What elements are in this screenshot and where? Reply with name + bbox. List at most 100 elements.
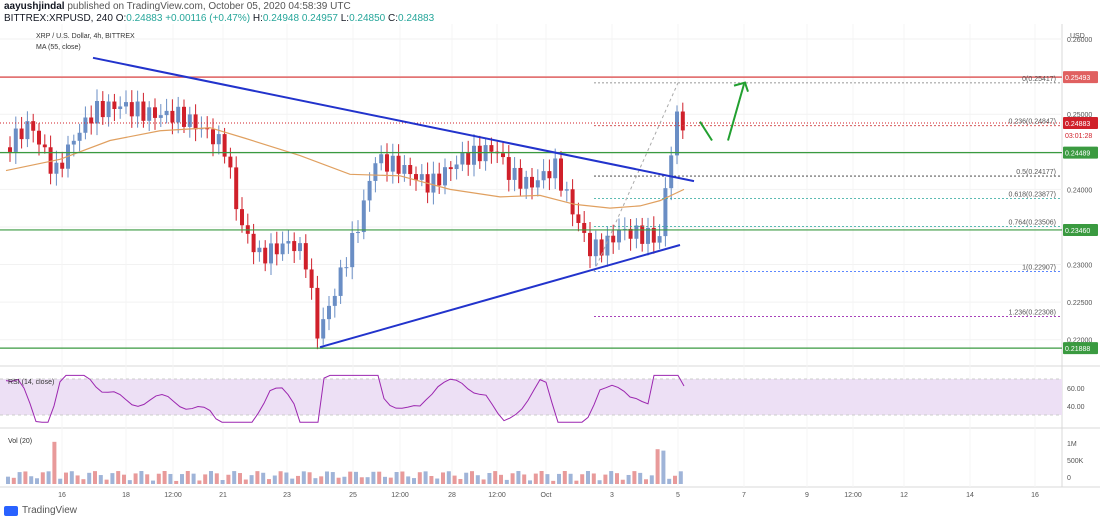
- fib-level-label: 0.236(0.24847): [1009, 119, 1056, 126]
- volume-bar: [98, 475, 103, 484]
- volume-bar: [597, 480, 602, 484]
- currency-label: USD: [1070, 33, 1085, 40]
- resistance-badge: 0.25493: [1065, 75, 1090, 82]
- candle-body: [356, 232, 360, 234]
- candle-body: [373, 163, 378, 181]
- candle-body: [680, 111, 685, 131]
- ohlc-line: BITTREX:XRPUSD, 240 O:0.24883 +0.00116 (…: [4, 13, 435, 24]
- candle-body: [379, 154, 384, 164]
- volume-bar: [522, 474, 527, 484]
- y-tick-label: 0.23000: [1067, 263, 1092, 270]
- volume-bar: [267, 479, 271, 484]
- volume-bar: [638, 472, 643, 484]
- publish-line: aayushjindal published on TradingView.co…: [4, 1, 351, 12]
- volume-bar: [626, 474, 631, 484]
- volume-bar: [354, 471, 358, 484]
- volume-bar: [615, 473, 619, 484]
- candle-body: [240, 209, 244, 226]
- candle-body: [182, 106, 186, 127]
- fib-level-label: 0.764(0.23506): [1009, 219, 1056, 226]
- footer-brand[interactable]: TradingView: [22, 505, 78, 516]
- y-tick-label: 0.22000: [1067, 338, 1092, 345]
- y-tick-label: 0.25000: [1067, 112, 1092, 119]
- x-tick-label: Oct: [541, 492, 552, 499]
- candle-body: [228, 156, 233, 168]
- volume-bar: [377, 471, 382, 484]
- candle-body: [135, 101, 140, 117]
- volume-bar: [307, 472, 312, 484]
- candle-body: [77, 132, 82, 141]
- volume-bar: [388, 477, 393, 484]
- volume-bar: [603, 474, 608, 484]
- candle-body: [651, 227, 656, 243]
- volume-bar: [203, 474, 208, 484]
- volume-bar: [69, 471, 74, 484]
- volume-bar: [17, 472, 22, 484]
- candle-body: [257, 247, 262, 253]
- publish-info: published on TradingView.com, October 05…: [67, 1, 351, 12]
- volume-bar: [313, 478, 318, 484]
- x-tick-label: 3: [610, 492, 614, 499]
- volume-bar: [75, 475, 80, 484]
- candle-body: [628, 228, 633, 239]
- candle-body: [466, 152, 471, 165]
- volume-bar: [296, 475, 300, 484]
- volume-bar: [533, 473, 538, 484]
- volume-bar: [678, 471, 683, 484]
- candle-body: [472, 145, 476, 165]
- candle-body: [582, 222, 587, 233]
- volume-bar: [487, 472, 492, 484]
- x-tick-label: 5: [676, 492, 680, 499]
- volume-bar: [464, 472, 469, 484]
- volume-bar: [127, 480, 132, 484]
- candle-body: [280, 243, 285, 255]
- volume-bar: [46, 471, 51, 484]
- volume-bar: [620, 479, 625, 484]
- volume-bar: [557, 473, 561, 484]
- volume-bar: [673, 475, 677, 484]
- price-chart[interactable]: 0.260000.255000.250000.245000.240000.235…: [0, 24, 1100, 505]
- candle-body: [408, 165, 413, 175]
- candle-body: [675, 111, 679, 156]
- last-price-badge-bg: [1063, 116, 1098, 129]
- candle-body: [176, 106, 181, 123]
- ma-legend: MA (55, close): [36, 44, 81, 51]
- resistance-badge-bg: [1063, 71, 1098, 84]
- volume-bar: [238, 473, 242, 484]
- volume-bar: [319, 476, 324, 484]
- volume-bar: [516, 471, 521, 484]
- candle-body: [588, 232, 592, 257]
- author-name[interactable]: aayushjindal: [4, 1, 65, 12]
- volume-bar: [64, 472, 68, 484]
- change-value: +0.00116 (+0.47%): [165, 13, 251, 24]
- candle-body: [124, 102, 128, 107]
- candle-body: [396, 155, 401, 174]
- candle-body: [286, 241, 291, 244]
- volume-bar: [81, 479, 86, 484]
- candle-body: [298, 243, 302, 252]
- x-tick-label: 12:00: [488, 492, 506, 499]
- volume-bar: [122, 474, 126, 484]
- candle-body: [193, 114, 198, 130]
- candle-body: [100, 101, 105, 118]
- candle-body: [390, 155, 395, 172]
- volume-bar: [255, 471, 260, 484]
- volume-bar: [359, 477, 364, 484]
- candle-body: [402, 165, 407, 174]
- volume-bar: [441, 472, 445, 484]
- rsi-band: [0, 379, 1062, 415]
- volume-bar: [609, 471, 614, 484]
- volume-bar: [272, 475, 277, 484]
- volume-bar: [249, 475, 254, 484]
- volume-bar: [151, 480, 155, 484]
- open-value: 0.24883: [126, 13, 163, 24]
- volume-bar: [446, 471, 451, 484]
- footer: TradingView: [4, 505, 77, 516]
- candle-body: [83, 117, 88, 133]
- volume-bar: [580, 474, 585, 484]
- volume-bar: [214, 473, 219, 484]
- volume-bar: [429, 476, 434, 484]
- volume-bar: [417, 472, 422, 484]
- candle-body: [657, 236, 662, 243]
- candle-body: [95, 101, 99, 124]
